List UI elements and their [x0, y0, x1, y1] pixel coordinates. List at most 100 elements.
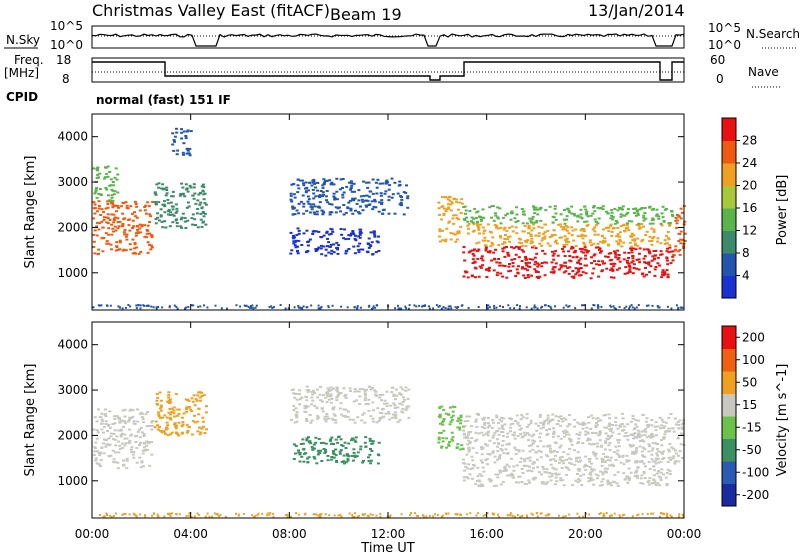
- data-cell: [495, 274, 499, 277]
- data-cell: [513, 258, 517, 261]
- data-cell: [476, 225, 480, 228]
- data-cell: [607, 444, 611, 447]
- data-cell: [297, 232, 301, 235]
- data-cell: [567, 433, 571, 436]
- data-cell: [662, 456, 666, 459]
- data-cell: [593, 260, 596, 263]
- data-cell: [185, 410, 188, 413]
- data-cell: [125, 467, 129, 470]
- data-cell: [499, 447, 503, 450]
- data-cell: [198, 513, 201, 516]
- power-patch: [153, 182, 208, 229]
- data-cell: [543, 420, 547, 422]
- data-cell: [97, 207, 101, 210]
- data-cell: [460, 444, 464, 447]
- data-cell: [525, 306, 528, 309]
- data-cell: [662, 437, 666, 440]
- data-cell: [319, 247, 323, 250]
- data-cell: [405, 184, 408, 187]
- data-cell: [629, 247, 633, 250]
- data-cell: [159, 409, 163, 412]
- data-cell: [607, 230, 611, 233]
- data-cell: [306, 244, 310, 247]
- data-cell: [405, 405, 409, 408]
- data-cell: [187, 514, 190, 517]
- data-cell: [192, 197, 196, 200]
- data-cell: [623, 214, 627, 217]
- data-cell: [186, 430, 190, 432]
- data-cell: [137, 304, 140, 307]
- data-cell: [353, 439, 357, 442]
- data-cell: [448, 203, 452, 206]
- ground-scatter: [99, 512, 685, 518]
- data-cell: [361, 200, 365, 203]
- data-cell: [540, 473, 544, 476]
- data-cell: [488, 251, 492, 254]
- data-cell: [336, 248, 340, 251]
- data-cell: [618, 235, 622, 238]
- data-cell: [116, 248, 120, 251]
- data-cell: [156, 216, 160, 219]
- data-cell: [168, 306, 171, 309]
- data-cell: [572, 213, 576, 215]
- data-cell: [525, 241, 529, 244]
- data-cell: [596, 445, 600, 448]
- data-cell: [660, 253, 664, 256]
- data-cell: [326, 237, 329, 240]
- data-cell: [635, 209, 639, 212]
- data-cell: [242, 513, 245, 516]
- data-cell: [604, 255, 607, 258]
- data-cell: [515, 464, 519, 467]
- data-cell: [324, 254, 328, 257]
- data-cell: [552, 270, 556, 273]
- data-cell: [141, 224, 145, 227]
- data-cell: [372, 420, 375, 423]
- data-cell: [326, 392, 330, 395]
- data-cell: [102, 211, 105, 214]
- data-cell: [652, 465, 656, 468]
- data-cell: [100, 446, 104, 449]
- data-cell: [394, 413, 398, 416]
- data-cell: [627, 264, 631, 267]
- data-cell: [440, 421, 444, 424]
- data-cell: [112, 432, 116, 435]
- data-cell: [577, 469, 581, 472]
- data-cell: [302, 202, 306, 205]
- data-cell: [636, 466, 640, 469]
- data-cell: [565, 433, 569, 436]
- data-cell: [554, 241, 557, 244]
- data-cell: [564, 515, 567, 518]
- data-cell: [372, 231, 376, 234]
- data-cell: [501, 250, 505, 253]
- data-cell: [475, 438, 479, 441]
- nave-tick-top: 60: [710, 53, 725, 67]
- data-cell: [515, 206, 519, 209]
- data-cell: [121, 425, 125, 428]
- data-cell: [616, 209, 620, 212]
- data-cell: [302, 182, 305, 185]
- data-cell: [198, 192, 202, 195]
- data-cell: [381, 212, 385, 215]
- colorbar-segment: [722, 163, 736, 186]
- data-cell: [629, 305, 631, 308]
- data-cell: [330, 252, 333, 255]
- data-cell: [606, 226, 610, 229]
- data-cell: [666, 460, 670, 463]
- data-cell: [136, 231, 140, 234]
- data-cell: [330, 398, 334, 400]
- data-cell: [658, 484, 662, 487]
- data-cell: [466, 420, 470, 423]
- colorbar-tick-label: 15: [742, 398, 757, 412]
- data-cell: [316, 189, 319, 192]
- data-cell: [483, 229, 486, 232]
- data-cell: [180, 216, 184, 219]
- data-cell: [157, 201, 161, 204]
- data-cell: [247, 305, 250, 308]
- data-cell: [636, 244, 640, 247]
- data-cell: [97, 463, 101, 466]
- data-cell: [391, 386, 395, 389]
- data-cell: [617, 206, 621, 209]
- data-cell: [106, 242, 110, 245]
- data-cell: [537, 424, 540, 427]
- data-cell: [625, 213, 629, 216]
